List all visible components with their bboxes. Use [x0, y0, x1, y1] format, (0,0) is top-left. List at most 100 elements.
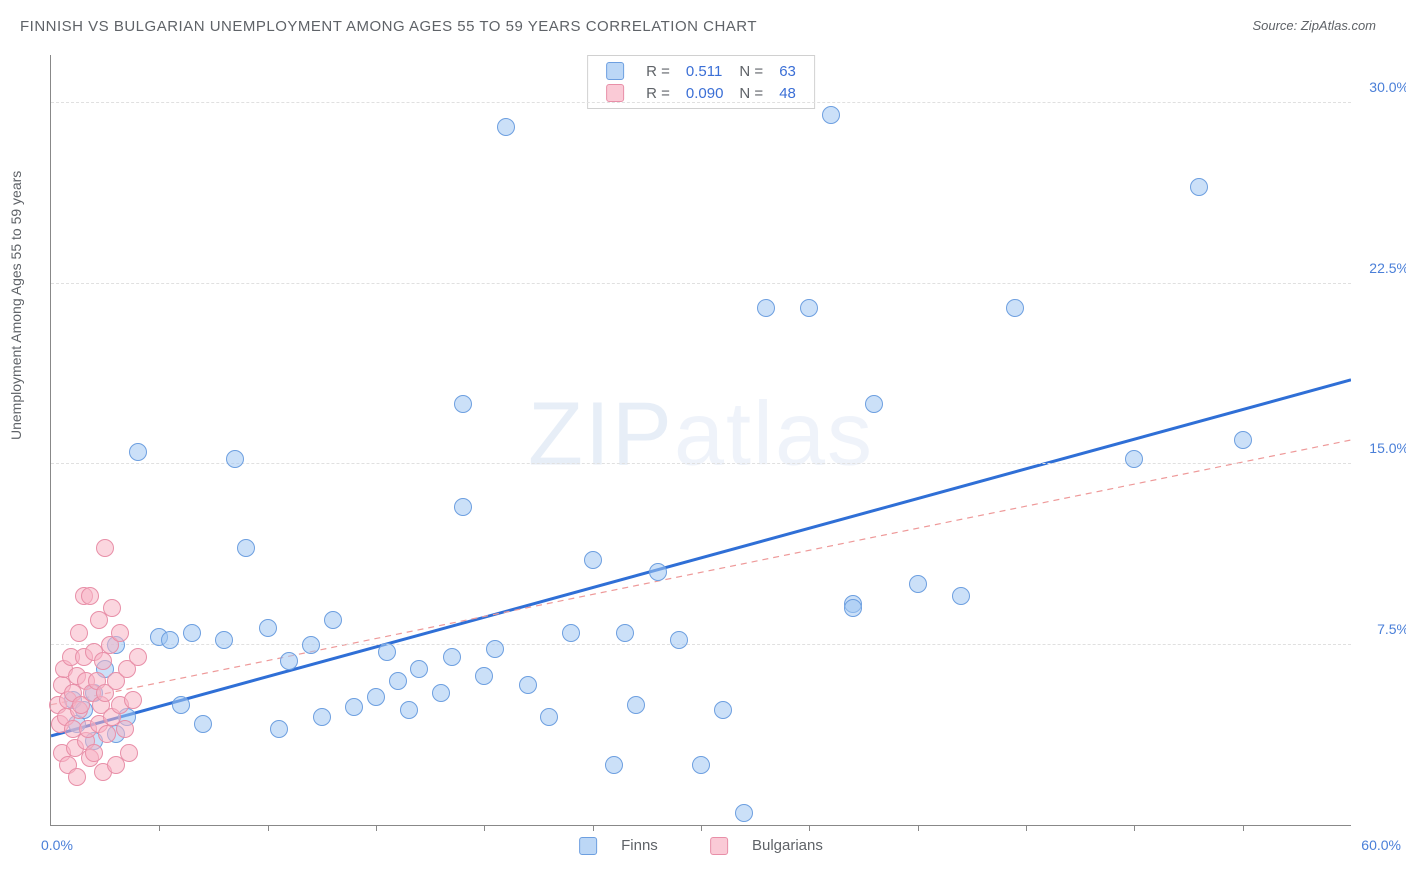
data-point — [1234, 431, 1252, 449]
data-point — [1190, 178, 1208, 196]
n-value: 48 — [771, 82, 804, 104]
data-point — [85, 744, 103, 762]
data-point — [161, 631, 179, 649]
data-point — [844, 599, 862, 617]
data-point — [129, 648, 147, 666]
y-tick-label: 15.0% — [1369, 440, 1406, 456]
data-point — [259, 619, 277, 637]
gridline — [51, 463, 1351, 464]
data-point — [410, 660, 428, 678]
swatch-bulgarians-icon — [710, 837, 728, 855]
n-label: N = — [731, 60, 771, 82]
x-tick — [159, 825, 160, 831]
data-point — [952, 587, 970, 605]
data-point — [345, 698, 363, 716]
data-point — [486, 640, 504, 658]
r-value: 0.090 — [678, 82, 732, 104]
scatter-plot: ZIPatlas R = 0.511 N = 63 R = 0.090 N = … — [50, 55, 1351, 826]
gridline — [51, 644, 1351, 645]
data-point — [194, 715, 212, 733]
data-point — [432, 684, 450, 702]
legend-row-bulgarians: R = 0.090 N = 48 — [598, 82, 804, 104]
data-point — [270, 720, 288, 738]
legend-label: Bulgarians — [752, 837, 823, 854]
data-point — [475, 667, 493, 685]
x-tick — [376, 825, 377, 831]
data-point — [670, 631, 688, 649]
data-point — [454, 395, 472, 413]
data-point — [714, 701, 732, 719]
legend-row-finns: R = 0.511 N = 63 — [598, 60, 804, 82]
data-point — [280, 652, 298, 670]
n-value: 63 — [771, 60, 804, 82]
watermark-light: atlas — [674, 384, 874, 484]
swatch-finns-icon — [606, 62, 624, 80]
x-tick — [593, 825, 594, 831]
x-tick — [1134, 825, 1135, 831]
x-tick — [918, 825, 919, 831]
data-point — [378, 643, 396, 661]
x-tick — [809, 825, 810, 831]
data-point — [540, 708, 558, 726]
data-point — [627, 696, 645, 714]
x-axis-max: 60.0% — [1361, 837, 1401, 853]
data-point — [757, 299, 775, 317]
data-point — [497, 118, 515, 136]
swatch-bulgarians-icon — [606, 84, 624, 102]
watermark-bold: ZIP — [528, 384, 674, 484]
legend-label: Finns — [621, 837, 658, 854]
data-point — [400, 701, 418, 719]
correlation-legend: R = 0.511 N = 63 R = 0.090 N = 48 — [587, 55, 815, 109]
data-point — [129, 443, 147, 461]
data-point — [822, 106, 840, 124]
data-point — [68, 768, 86, 786]
data-point — [692, 756, 710, 774]
data-point — [111, 624, 129, 642]
x-axis-min: 0.0% — [41, 837, 73, 853]
data-point — [519, 676, 537, 694]
r-label: R = — [638, 60, 678, 82]
data-point — [800, 299, 818, 317]
x-tick — [1026, 825, 1027, 831]
trend-lines — [51, 55, 1351, 825]
data-point — [124, 691, 142, 709]
data-point — [735, 804, 753, 822]
data-point — [616, 624, 634, 642]
swatch-finns-icon — [579, 837, 597, 855]
data-point — [367, 688, 385, 706]
y-tick-label: 30.0% — [1369, 79, 1406, 95]
x-tick — [1243, 825, 1244, 831]
data-point — [443, 648, 461, 666]
data-point — [313, 708, 331, 726]
data-point — [96, 539, 114, 557]
data-point — [70, 624, 88, 642]
data-point — [389, 672, 407, 690]
data-point — [324, 611, 342, 629]
data-point — [562, 624, 580, 642]
data-point — [183, 624, 201, 642]
y-tick-label: 22.5% — [1369, 260, 1406, 276]
data-point — [302, 636, 320, 654]
data-point — [454, 498, 472, 516]
x-tick — [484, 825, 485, 831]
watermark: ZIPatlas — [528, 383, 874, 486]
trend-line — [51, 440, 1351, 705]
legend-item-bulgarians: Bulgarians — [698, 837, 835, 854]
x-tick — [268, 825, 269, 831]
data-point — [120, 744, 138, 762]
y-tick-label: 7.5% — [1377, 621, 1406, 637]
source-label: Source: ZipAtlas.com — [1252, 18, 1376, 33]
series-legend: Finns Bulgarians — [555, 837, 847, 855]
y-axis-label: Unemployment Among Ages 55 to 59 years — [8, 171, 24, 440]
legend-item-finns: Finns — [567, 837, 670, 854]
data-point — [116, 720, 134, 738]
r-value: 0.511 — [678, 60, 732, 82]
data-point — [649, 563, 667, 581]
data-point — [94, 652, 112, 670]
gridline — [51, 102, 1351, 103]
data-point — [98, 725, 116, 743]
chart-title: FINNISH VS BULGARIAN UNEMPLOYMENT AMONG … — [20, 18, 757, 35]
n-label: N = — [731, 82, 771, 104]
data-point — [172, 696, 190, 714]
data-point — [865, 395, 883, 413]
